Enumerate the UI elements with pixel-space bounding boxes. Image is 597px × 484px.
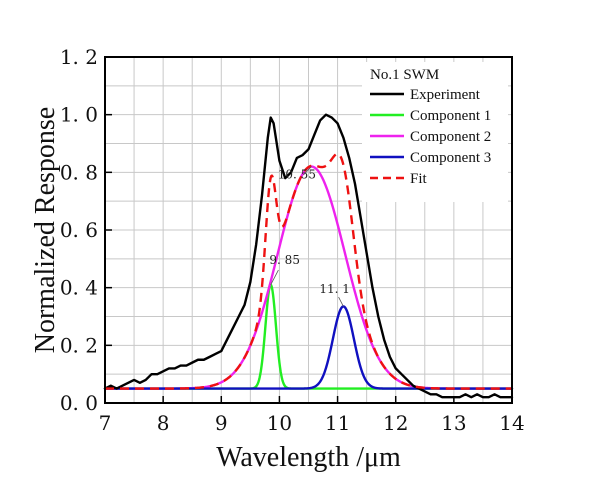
y-tick-label: 0. 8 — [60, 160, 98, 184]
axis-ticks: 7 8 9 10 11 12 13 14 0. 0 0. 2 0. 4 0. 6 0. 8 1. 0 1. … — [60, 45, 525, 435]
legend-label-fit: Fit — [410, 171, 428, 187]
annotation-leader — [270, 269, 279, 285]
legend-title: No.1 SWM — [370, 67, 439, 83]
x-tick-label: 11 — [325, 411, 350, 435]
series-line-experiment — [103, 113, 514, 399]
y-tick-label: 0. 0 — [60, 391, 98, 415]
y-tick-label: 0. 2 — [60, 333, 98, 357]
legend: No.1 SWM Experiment Component 1 Component 2… — [362, 62, 508, 202]
y-tick-label: 1. 2 — [60, 45, 98, 69]
annotation-leader — [303, 166, 312, 176]
annotation-label: 10. 55 — [278, 168, 316, 182]
x-tick-label: 7 — [99, 411, 112, 435]
y-tick-label: 1. 0 — [60, 103, 98, 127]
x-tick-label: 8 — [157, 411, 170, 435]
y-tick-label: 0. 4 — [60, 276, 98, 300]
peak-annotations: 9. 85 10. 55 11. 1 — [269, 166, 350, 307]
series-line-fit — [104, 152, 513, 390]
annotation-leader — [338, 296, 344, 307]
x-tick-label: 12 — [383, 411, 408, 435]
legend-label-component-3: Component 3 — [410, 150, 491, 166]
plot-area — [103, 113, 514, 399]
legend-label-component-1: Component 1 — [410, 108, 491, 124]
x-axis-title: Wavelength /μm — [216, 442, 401, 473]
x-tick-label: 13 — [441, 411, 466, 435]
x-tick-label: 9 — [215, 411, 228, 435]
legend-label-experiment: Experiment — [410, 87, 481, 103]
x-tick-label: 14 — [499, 411, 524, 435]
x-tick-label: 10 — [267, 411, 292, 435]
y-tick-label: 0. 6 — [60, 218, 98, 242]
annotation-label: 9. 85 — [269, 253, 300, 267]
annotation-label: 11. 1 — [319, 282, 350, 296]
y-axis-title: Normalized Response — [30, 107, 61, 354]
legend-label-component-2: Component 2 — [410, 129, 491, 145]
